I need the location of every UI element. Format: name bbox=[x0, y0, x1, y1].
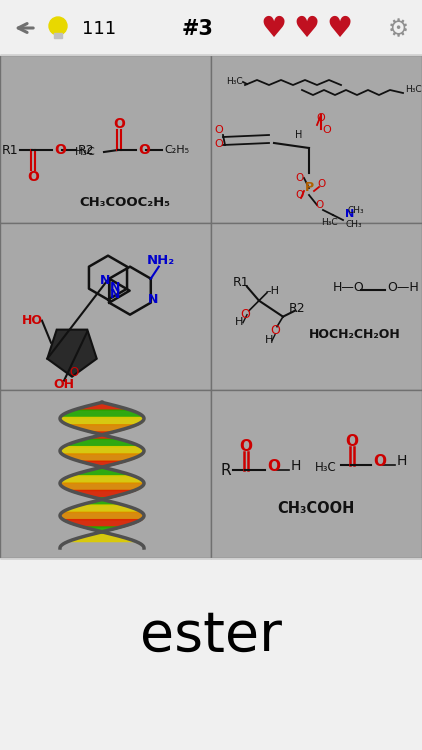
Text: H—O: H—O bbox=[333, 281, 365, 294]
Text: O: O bbox=[316, 113, 325, 123]
Text: O: O bbox=[240, 439, 252, 454]
Text: O: O bbox=[267, 459, 280, 474]
Text: N: N bbox=[148, 293, 158, 306]
Text: H₃C: H₃C bbox=[405, 86, 422, 94]
Bar bbox=[0, 55, 211, 223]
Bar bbox=[0, 390, 211, 558]
Text: N: N bbox=[345, 209, 354, 219]
Text: H: H bbox=[397, 454, 407, 468]
Text: O: O bbox=[138, 143, 150, 157]
Bar bbox=[54, 33, 62, 38]
Text: ⚙: ⚙ bbox=[387, 17, 408, 41]
Text: O: O bbox=[323, 125, 331, 135]
Text: R1: R1 bbox=[1, 143, 18, 157]
Text: N: N bbox=[110, 280, 121, 294]
Text: CH₃COOH: CH₃COOH bbox=[277, 501, 354, 516]
Text: H₃C: H₃C bbox=[226, 76, 243, 86]
Text: ester: ester bbox=[140, 609, 282, 663]
Text: O—H: O—H bbox=[387, 281, 419, 294]
Text: N: N bbox=[100, 274, 111, 287]
Text: P: P bbox=[304, 181, 314, 194]
Text: O: O bbox=[240, 308, 250, 321]
Bar bbox=[211, 390, 422, 558]
Text: H₃C: H₃C bbox=[321, 218, 337, 227]
Text: ♥: ♥ bbox=[293, 15, 319, 43]
Text: OH: OH bbox=[54, 378, 75, 392]
Bar bbox=[211, 55, 422, 223]
Text: O: O bbox=[317, 179, 325, 189]
Text: O: O bbox=[54, 143, 66, 157]
Text: HO: HO bbox=[22, 314, 43, 327]
Text: N: N bbox=[110, 287, 121, 301]
Text: 111: 111 bbox=[82, 20, 116, 38]
Text: O: O bbox=[270, 324, 280, 338]
Text: R2: R2 bbox=[78, 143, 95, 157]
Text: O: O bbox=[295, 173, 303, 183]
Text: O: O bbox=[315, 200, 323, 210]
Polygon shape bbox=[47, 330, 97, 376]
Text: O: O bbox=[346, 433, 359, 448]
Text: O: O bbox=[295, 190, 303, 200]
Text: H: H bbox=[291, 459, 301, 473]
Text: CH₃: CH₃ bbox=[345, 220, 362, 229]
Text: O: O bbox=[113, 117, 125, 131]
Text: R1: R1 bbox=[233, 276, 250, 290]
Text: ♥: ♥ bbox=[260, 15, 286, 43]
Text: O: O bbox=[69, 366, 78, 380]
Text: ♥: ♥ bbox=[326, 15, 352, 43]
Text: O: O bbox=[215, 125, 223, 135]
Text: O: O bbox=[215, 139, 223, 149]
Text: C₂H₅: C₂H₅ bbox=[164, 145, 189, 155]
Text: H₃C: H₃C bbox=[315, 460, 337, 474]
Text: NH₂: NH₂ bbox=[147, 254, 175, 267]
Text: –H: –H bbox=[265, 286, 279, 296]
Text: #3: #3 bbox=[182, 19, 214, 39]
Text: O: O bbox=[373, 454, 386, 469]
Text: O: O bbox=[27, 170, 39, 184]
Text: HOCH₂CH₂OH: HOCH₂CH₂OH bbox=[309, 328, 401, 341]
Circle shape bbox=[49, 17, 67, 35]
Text: H: H bbox=[235, 316, 243, 327]
Text: H: H bbox=[265, 334, 273, 345]
Text: R: R bbox=[220, 463, 231, 478]
Text: H₃C: H₃C bbox=[75, 147, 96, 157]
Text: R2: R2 bbox=[289, 302, 306, 315]
Bar bbox=[0, 223, 211, 390]
Bar bbox=[211, 223, 422, 390]
Text: H: H bbox=[295, 130, 303, 140]
Text: CH₃COOC₂H₅: CH₃COOC₂H₅ bbox=[79, 196, 170, 209]
Text: CH₃: CH₃ bbox=[347, 206, 364, 215]
